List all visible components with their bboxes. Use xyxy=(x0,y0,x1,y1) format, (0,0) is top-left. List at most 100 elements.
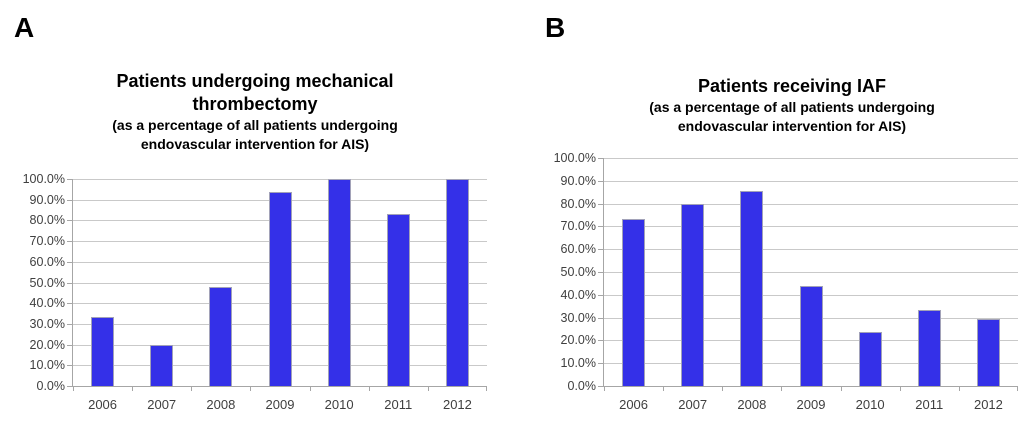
y-tick-label: 40.0% xyxy=(29,296,65,311)
y-axis-tick xyxy=(67,303,72,305)
y-axis-tick xyxy=(598,226,603,228)
x-tick-label: 2006 xyxy=(88,397,118,412)
chart-a-title-block: Patients undergoing mechanical thrombecto… xyxy=(35,70,475,154)
y-tick-label: 50.0% xyxy=(560,265,596,279)
bar-2012 xyxy=(445,179,469,386)
y-axis-tick xyxy=(67,220,72,222)
y-tick-label: 60.0% xyxy=(560,242,596,257)
gridline xyxy=(604,272,1018,273)
panel-a-letter: A xyxy=(14,12,35,43)
bar-2009 xyxy=(268,192,292,386)
y-tick-label: 80.0% xyxy=(560,196,596,211)
x-axis-tick xyxy=(132,387,134,391)
chart-a-plot-area: 0.0% 10.0% 20.0% 30.0% 40.0% 50.0% 60.0% 70.0% 8… xyxy=(23,172,487,412)
y-tick-label: 30.0% xyxy=(29,316,65,331)
bar-2007 xyxy=(150,344,174,386)
x-tick-label: 2011 xyxy=(384,397,413,412)
gridline xyxy=(604,203,1018,205)
x-tick-label: 2006 xyxy=(619,397,649,412)
y-tick-label: 80.0% xyxy=(29,213,65,228)
x-tick-label: 2012 xyxy=(442,397,472,412)
x-axis-tick xyxy=(899,387,901,391)
x-axis-tick xyxy=(722,387,724,391)
x-axis-tick xyxy=(368,387,370,391)
y-tick-label: 60.0% xyxy=(29,254,65,269)
y-axis-tick xyxy=(598,158,603,159)
bar-2010 xyxy=(858,331,882,386)
bar-2008 xyxy=(209,287,233,386)
x-tick-label: 2007 xyxy=(147,397,177,412)
y-axis-tick xyxy=(67,179,72,180)
panel-b: B Patients receiving IAF (as a percentage… xyxy=(512,0,1024,424)
y-tick-label: 90.0% xyxy=(560,173,596,188)
x-axis-tick xyxy=(663,387,665,391)
y-axis-tick xyxy=(67,261,72,263)
y-axis-tick xyxy=(598,203,603,205)
x-axis-tick xyxy=(604,387,605,391)
x-axis-tick xyxy=(250,387,252,391)
x-axis-tick xyxy=(1017,387,1018,391)
y-axis-tick xyxy=(598,294,603,296)
x-tick-label: 2010 xyxy=(324,397,354,412)
bar-2008 xyxy=(740,190,764,386)
x-tick-label: 2012 xyxy=(973,397,1003,412)
y-axis-tick xyxy=(598,363,603,365)
gridline xyxy=(73,179,487,180)
y-tick-label: 10.0% xyxy=(560,356,596,371)
x-tick-label: 2011 xyxy=(915,397,944,412)
gridline xyxy=(604,249,1018,251)
y-tick-label: 20.0% xyxy=(560,333,596,348)
y-axis-tick xyxy=(67,241,72,243)
chart-b-subtitle-line: endovascular intervention for AIS) xyxy=(677,118,907,134)
bar-2009 xyxy=(799,286,823,386)
gridline xyxy=(604,226,1018,228)
y-axis-tick xyxy=(67,323,72,325)
y-axis-tick xyxy=(67,282,72,284)
y-axis-tick xyxy=(67,199,72,201)
bar-2011 xyxy=(917,310,941,386)
y-axis-tick xyxy=(598,340,603,342)
x-axis-tick xyxy=(781,387,783,391)
y-tick-label: 100.0% xyxy=(22,172,65,186)
y-axis-tick xyxy=(598,180,603,182)
x-tick-label: 2008 xyxy=(206,397,236,412)
x-axis-tick xyxy=(840,387,842,391)
y-axis-tick xyxy=(67,344,72,346)
bar-2006 xyxy=(622,218,646,386)
y-tick-label: 50.0% xyxy=(29,275,65,290)
x-axis-tick xyxy=(73,387,74,391)
x-tick-label: 2008 xyxy=(737,397,767,412)
y-tick-label: 0.0% xyxy=(36,379,66,393)
y-tick-label: 40.0% xyxy=(560,287,596,302)
x-axis-tick xyxy=(191,387,193,391)
panel-b-letter: B xyxy=(545,12,566,43)
bar-2012 xyxy=(976,319,1000,386)
y-tick-label: 30.0% xyxy=(560,310,596,325)
chart-b-title-line: Patients receiving IAF xyxy=(697,76,887,96)
x-tick-label: 2009 xyxy=(796,397,826,412)
x-axis-tick xyxy=(309,387,311,391)
y-tick-label: 100.0% xyxy=(553,151,596,165)
gridline xyxy=(604,180,1018,182)
x-tick-label: 2010 xyxy=(855,397,885,412)
y-axis-tick xyxy=(598,386,603,387)
chart-a-subtitle-line: (as a percentage of all patients undergo… xyxy=(112,117,398,133)
y-axis-tick xyxy=(598,249,603,251)
y-tick-label: 70.0% xyxy=(29,234,65,249)
bar-2011 xyxy=(386,213,410,386)
x-tick-label: 2009 xyxy=(265,397,295,412)
x-axis-tick xyxy=(958,387,960,391)
gridline xyxy=(604,158,1018,159)
y-axis-tick xyxy=(598,272,603,273)
x-axis-tick xyxy=(486,387,487,391)
bar-2010 xyxy=(327,179,351,386)
chart-a-title-line: Patients undergoing mechanical xyxy=(116,71,394,91)
y-axis-tick xyxy=(67,365,72,367)
bar-2006 xyxy=(91,317,115,386)
y-axis-tick xyxy=(598,317,603,319)
x-axis-tick xyxy=(427,387,429,391)
bar-2007 xyxy=(681,203,705,386)
y-tick-label: 10.0% xyxy=(29,358,65,373)
chart-b-subtitle-line: (as a percentage of all patients undergo… xyxy=(649,99,935,115)
